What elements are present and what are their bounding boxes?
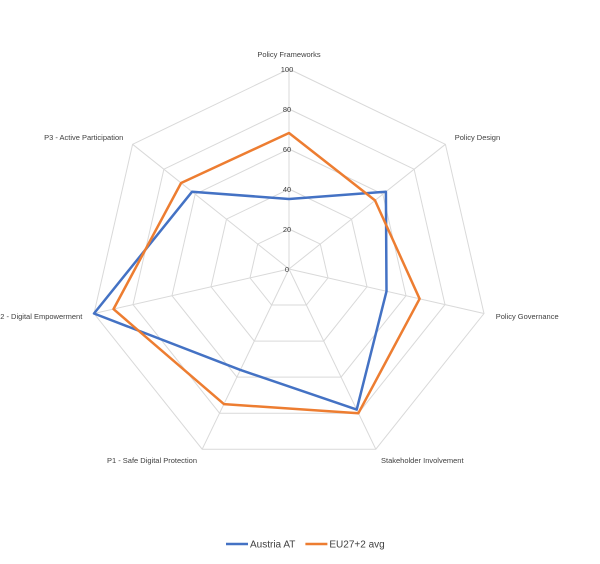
tick-label-40: 40 bbox=[283, 185, 291, 194]
spoke-policy-design bbox=[288, 143, 446, 270]
tick-label-60: 60 bbox=[283, 145, 291, 154]
tick-layer: 0 20 40 60 80 100 bbox=[281, 65, 294, 274]
category-label-p2-digital-empowerment: P2 - Digital Empowerment bbox=[0, 312, 83, 321]
series-layer bbox=[92, 131, 421, 415]
tick-label-80: 80 bbox=[283, 105, 291, 114]
spoke-p1-safe-digital-protection bbox=[201, 268, 290, 450]
grid-layer bbox=[93, 68, 485, 450]
category-label-policy-governance: Policy Governance bbox=[496, 312, 559, 321]
spoke-p2-digital-empowerment bbox=[93, 268, 290, 314]
category-label-layer: Policy Frameworks Policy Design Policy Gov… bbox=[0, 50, 559, 465]
series-line-eu27-2-avg bbox=[112, 131, 421, 415]
gridline-20 bbox=[249, 228, 329, 306]
tick-label-100: 100 bbox=[281, 65, 294, 74]
category-label-stakeholder-involvement: Stakeholder Involvement bbox=[381, 456, 464, 465]
spoke-p3-active-participation bbox=[132, 143, 290, 270]
series-line-austria-at bbox=[92, 190, 388, 411]
category-label-p3-active-participation: P3 - Active Participation bbox=[44, 133, 123, 142]
category-label-policy-frameworks: Policy Frameworks bbox=[257, 50, 321, 59]
spoke-stakeholder-involvement bbox=[288, 268, 377, 450]
category-label-p1-safe-digital-protection: P1 - Safe Digital Protection bbox=[107, 456, 197, 465]
tick-label-0: 0 bbox=[285, 265, 289, 274]
legend-label-austria-at: Austria AT bbox=[250, 540, 295, 551]
gridline-40 bbox=[210, 188, 368, 342]
gridline-100 bbox=[93, 68, 485, 450]
legend-label-eu27-2-avg: EU27+2 avg bbox=[329, 540, 384, 551]
tick-label-20: 20 bbox=[283, 225, 291, 234]
gridline-80 bbox=[132, 108, 446, 414]
category-label-policy-design: Policy Design bbox=[455, 133, 500, 142]
legend: Austria AT EU27+2 avg bbox=[226, 540, 385, 551]
